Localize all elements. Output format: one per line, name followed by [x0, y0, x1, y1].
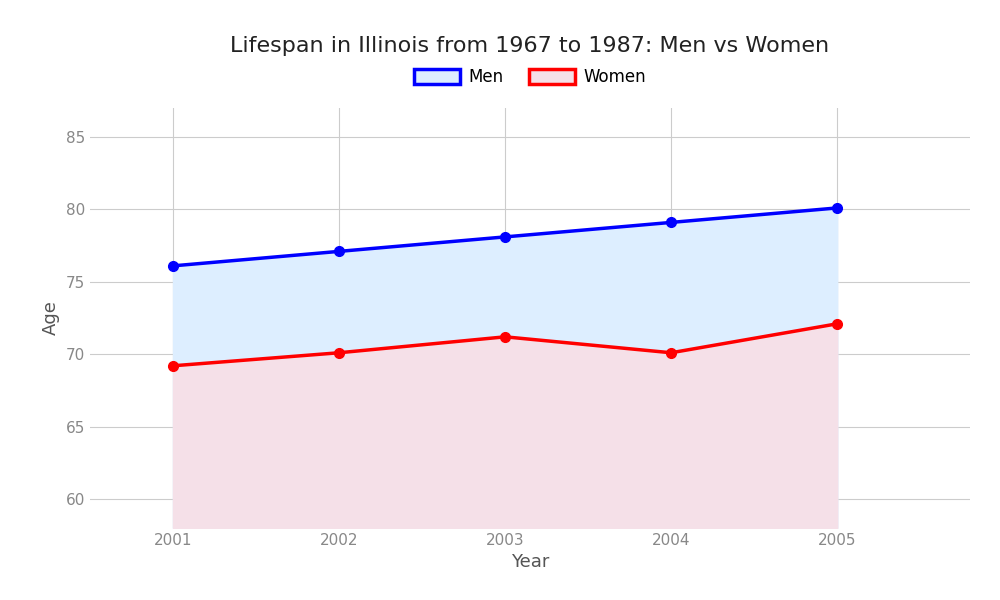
X-axis label: Year: Year [511, 553, 549, 571]
Legend: Men, Women: Men, Women [407, 62, 653, 93]
Y-axis label: Age: Age [42, 301, 60, 335]
Title: Lifespan in Illinois from 1967 to 1987: Men vs Women: Lifespan in Illinois from 1967 to 1987: … [230, 37, 830, 56]
